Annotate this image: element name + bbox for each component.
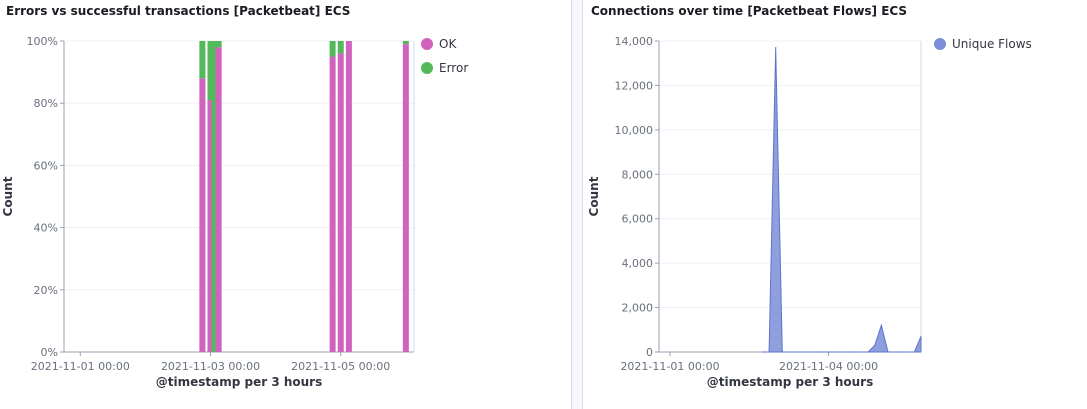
- y-tick-label: 12,000: [615, 79, 654, 92]
- connections-over-time-chart: 0 2,000 4,000 6,000 8,000 10,000 12,000 14,000 2…: [587, 35, 1032, 389]
- legend-swatch: [934, 38, 946, 50]
- bar-ok: [215, 47, 222, 352]
- data-point: [887, 351, 889, 353]
- y-tick-label: 6,000: [622, 213, 654, 226]
- data-point: [920, 335, 922, 338]
- data-point: [821, 351, 823, 353]
- x-tick-label: 2021-11-05 00:00: [291, 360, 390, 373]
- bar-error: [211, 41, 218, 352]
- y-tick-label: 8,000: [622, 168, 654, 181]
- y-axis-title: Count: [587, 176, 601, 216]
- legend-swatch: [421, 62, 433, 74]
- bar-error: [207, 41, 214, 101]
- legend-label: OK: [439, 37, 457, 51]
- y-tick-label: 0%: [41, 346, 58, 359]
- y-tick-label: 0: [646, 346, 653, 359]
- x-axis-title: @timestamp per 3 hours: [156, 375, 322, 389]
- bar-error: [402, 41, 409, 45]
- y-tick-label: 2,000: [622, 302, 654, 315]
- bar-error: [199, 41, 206, 79]
- bar-error: [329, 41, 336, 57]
- data-point: [874, 344, 876, 346]
- y-tick-label: 100%: [27, 35, 58, 48]
- data-point: [781, 351, 783, 353]
- data-point: [768, 351, 770, 353]
- panel-title: Errors vs successful transactions [Packe…: [6, 4, 351, 18]
- legend-swatch: [421, 38, 433, 50]
- y-tick-label: 14,000: [615, 35, 654, 48]
- area-unique-flows: [762, 47, 922, 353]
- x-tick-label: 2021-11-03 00:00: [161, 360, 260, 373]
- errors-vs-success-chart: 0% 20% 40% 60% 80% 100% 2021-11-01 00:00 2021-1…: [1, 35, 468, 389]
- bar-ok: [199, 78, 206, 352]
- data-point: [827, 351, 830, 353]
- bar-ok: [337, 53, 344, 352]
- y-axis-title: Count: [1, 176, 15, 216]
- legend-label: Unique Flows: [952, 37, 1032, 51]
- x-tick-label: 2021-11-01 00:00: [620, 360, 719, 373]
- bar-ok: [345, 41, 352, 352]
- x-tick-label: 2021-11-04 00:00: [779, 360, 878, 373]
- bar-error: [337, 41, 344, 54]
- panel-title: Connections over time [Packetbeat Flows]…: [591, 4, 908, 18]
- data-point: [867, 351, 869, 353]
- x-axis-title: @timestamp per 3 hours: [707, 375, 873, 389]
- data-point: [880, 324, 882, 326]
- data-point: [847, 351, 849, 353]
- bar-error: [215, 41, 222, 48]
- data-point: [775, 47, 777, 49]
- legend-label: Error: [439, 61, 468, 75]
- chart-panel-connections-over-time: Connections over time [Packetbeat Flows]…: [582, 0, 1087, 409]
- y-tick-label: 4,000: [622, 257, 654, 270]
- chart-panel-errors-vs-success: Errors vs successful transactions [Packe…: [0, 0, 572, 409]
- y-tick-label: 80%: [34, 97, 58, 110]
- y-tick-label: 20%: [34, 284, 58, 297]
- y-tick-label: 60%: [34, 159, 58, 172]
- bar-ok: [207, 100, 214, 352]
- data-point: [761, 351, 764, 353]
- y-tick-label: 40%: [34, 222, 58, 235]
- data-point: [900, 351, 902, 353]
- y-tick-label: 10,000: [615, 124, 654, 137]
- bar-ok: [329, 56, 336, 353]
- bar-ok: [402, 44, 409, 353]
- x-tick-label: 2021-11-01 00:00: [31, 360, 130, 373]
- data-point: [913, 351, 915, 353]
